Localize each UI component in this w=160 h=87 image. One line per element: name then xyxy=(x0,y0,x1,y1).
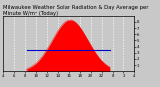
Text: Milwaukee Weather Solar Radiation & Day Average per Minute W/m² (Today): Milwaukee Weather Solar Radiation & Day … xyxy=(3,5,149,16)
